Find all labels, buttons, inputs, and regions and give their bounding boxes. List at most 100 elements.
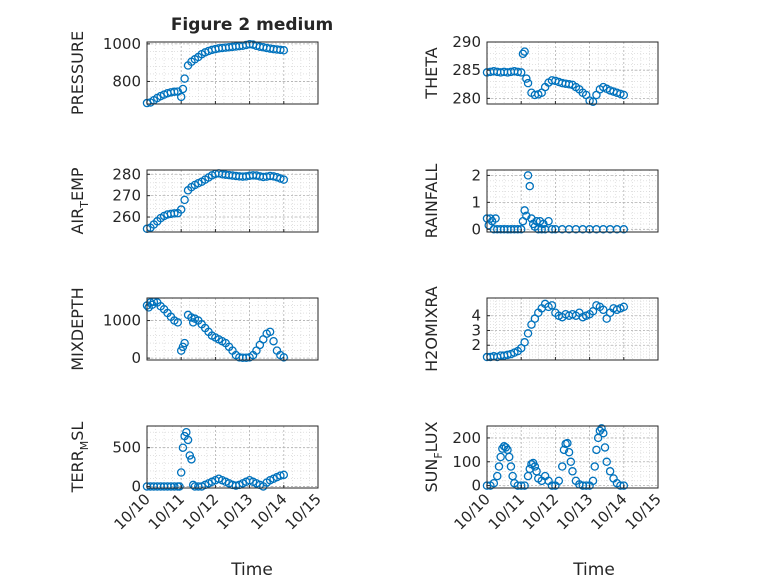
x-tick-label: 10/12 bbox=[519, 490, 562, 533]
data-point bbox=[563, 438, 572, 448]
axes-box bbox=[486, 425, 659, 489]
y-tick-label: 1000 bbox=[103, 312, 141, 330]
data-point bbox=[180, 74, 189, 83]
data-point bbox=[597, 424, 606, 433]
axes-box bbox=[146, 297, 319, 361]
x-tick-label: 10/15 bbox=[282, 490, 325, 533]
data-point bbox=[523, 78, 533, 88]
data-point bbox=[185, 451, 194, 460]
y-tick-label: 290 bbox=[452, 33, 481, 51]
axes-box bbox=[146, 425, 319, 489]
x-tick-label: 10/13 bbox=[553, 490, 596, 533]
data-point bbox=[523, 171, 533, 180]
y-tick-label: 3 bbox=[471, 321, 481, 339]
data-point bbox=[489, 478, 499, 488]
data-point bbox=[619, 90, 629, 100]
axes-box bbox=[486, 41, 659, 105]
axes-box bbox=[486, 297, 659, 361]
data-point bbox=[269, 336, 278, 346]
y-tick-label: 500 bbox=[112, 439, 141, 457]
subplot-rainfall: 0 1 2 RAINFALL bbox=[422, 164, 659, 239]
data-point bbox=[523, 471, 533, 481]
y-tick-label: 280 bbox=[452, 89, 481, 107]
y-tick-label: 0 bbox=[471, 477, 481, 495]
y-tick-label: 0 bbox=[131, 349, 141, 367]
data-point bbox=[176, 205, 186, 214]
data-point bbox=[516, 68, 526, 77]
y-axis-label: SUNFLUX bbox=[422, 421, 445, 492]
y-tick-label: 800 bbox=[112, 72, 141, 90]
data-point bbox=[187, 455, 196, 464]
data-point bbox=[554, 476, 564, 486]
data-point bbox=[182, 427, 191, 437]
data-point bbox=[276, 45, 285, 55]
data-point bbox=[279, 46, 289, 55]
subplot-airemp: 260 270 280 AIRTEMP bbox=[68, 165, 319, 235]
data-point bbox=[504, 452, 514, 462]
data-point bbox=[530, 462, 540, 471]
subplot-pressure: 800 1000 PRESSURE bbox=[68, 31, 319, 115]
data-point bbox=[557, 462, 567, 471]
data-point bbox=[276, 471, 285, 480]
y-axis-label: AIRTEMP bbox=[68, 167, 91, 234]
y-axis-label: RAINFALL bbox=[422, 164, 441, 239]
data-point bbox=[520, 47, 529, 56]
data-point bbox=[592, 445, 601, 455]
y-tick-label: 0 bbox=[131, 477, 141, 495]
axes-box bbox=[146, 169, 319, 233]
y-tick-label: 1000 bbox=[103, 35, 141, 53]
data-point bbox=[279, 470, 289, 480]
x-tick-label: 10/13 bbox=[213, 490, 256, 533]
data-point bbox=[605, 467, 615, 476]
y-tick-label: 2 bbox=[471, 336, 481, 354]
data-point bbox=[170, 482, 179, 491]
x-tick-label: 10/10 bbox=[451, 490, 494, 533]
subplot-terrsl: 0 500 TERRMSL bbox=[68, 422, 319, 495]
data-point bbox=[599, 428, 608, 438]
axes-box bbox=[486, 169, 659, 233]
data-point bbox=[619, 481, 629, 490]
data-point bbox=[590, 462, 599, 471]
data-point bbox=[496, 452, 505, 462]
data-point bbox=[276, 174, 285, 183]
subplot-h2omixra: 234 H2OMIXRA bbox=[422, 286, 659, 372]
data-point bbox=[183, 435, 193, 445]
data-point bbox=[520, 206, 529, 215]
data-point bbox=[537, 225, 546, 234]
y-tick-label: 270 bbox=[112, 187, 141, 205]
data-point bbox=[501, 443, 511, 452]
y-axis-label: MIXDEPTH bbox=[68, 287, 87, 370]
data-point bbox=[176, 92, 186, 102]
data-point bbox=[566, 457, 576, 467]
data-point bbox=[279, 175, 289, 184]
x-axis-label-right: Time bbox=[572, 560, 615, 580]
data-point bbox=[619, 302, 629, 312]
data-point bbox=[522, 74, 531, 83]
x-tick-label: 10/10 bbox=[111, 490, 154, 533]
data-point bbox=[170, 209, 179, 218]
data-point bbox=[491, 214, 500, 223]
data-point bbox=[178, 443, 188, 452]
x-tick-label: 10/15 bbox=[622, 490, 665, 533]
subplot-mixdepth: 0 1000 MIXDEPTH bbox=[68, 287, 319, 371]
data-point bbox=[173, 318, 183, 327]
x-tick-label: 10/11 bbox=[485, 490, 528, 533]
subplot-sunlux: 0 100 200 SUNFLUX bbox=[422, 421, 659, 495]
data-point bbox=[175, 482, 184, 491]
axes-box bbox=[146, 41, 319, 105]
y-tick-label: 1 bbox=[471, 193, 481, 211]
data-point bbox=[525, 181, 535, 191]
data-point bbox=[564, 80, 574, 89]
data-point bbox=[178, 84, 188, 94]
data-point bbox=[600, 443, 610, 452]
data-point bbox=[523, 329, 533, 338]
x-tick-label: 10/14 bbox=[247, 490, 290, 533]
data-point bbox=[493, 471, 502, 481]
data-point bbox=[544, 216, 553, 226]
x-tick-label: 10/11 bbox=[145, 490, 188, 533]
data-point bbox=[547, 301, 557, 310]
data-point bbox=[506, 462, 516, 471]
data-point bbox=[516, 481, 526, 490]
